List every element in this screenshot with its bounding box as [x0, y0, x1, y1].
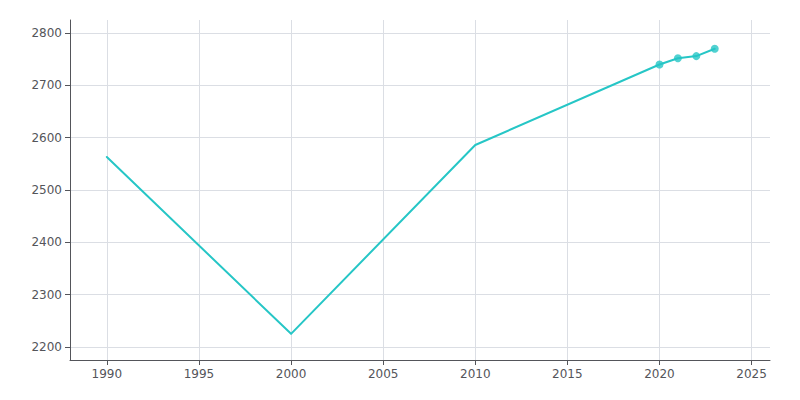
svg-text:2600: 2600: [31, 131, 62, 145]
svg-text:2000: 2000: [276, 367, 307, 381]
svg-text:2005: 2005: [368, 367, 399, 381]
svg-text:2500: 2500: [31, 183, 62, 197]
svg-text:2300: 2300: [31, 288, 62, 302]
svg-text:2700: 2700: [31, 78, 62, 92]
svg-text:2015: 2015: [552, 367, 583, 381]
svg-text:2800: 2800: [31, 26, 62, 40]
svg-text:2400: 2400: [31, 235, 62, 249]
svg-text:2020: 2020: [644, 367, 675, 381]
svg-text:2010: 2010: [460, 367, 491, 381]
svg-text:2025: 2025: [736, 367, 767, 381]
svg-text:1995: 1995: [184, 367, 215, 381]
svg-text:1990: 1990: [92, 367, 123, 381]
svg-text:2200: 2200: [31, 340, 62, 354]
